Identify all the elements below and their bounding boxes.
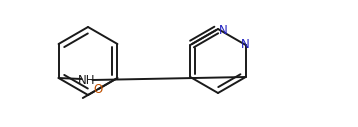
Text: N: N: [241, 38, 250, 52]
Text: O: O: [94, 83, 103, 96]
Text: N: N: [219, 23, 228, 36]
Text: NH: NH: [78, 74, 95, 86]
